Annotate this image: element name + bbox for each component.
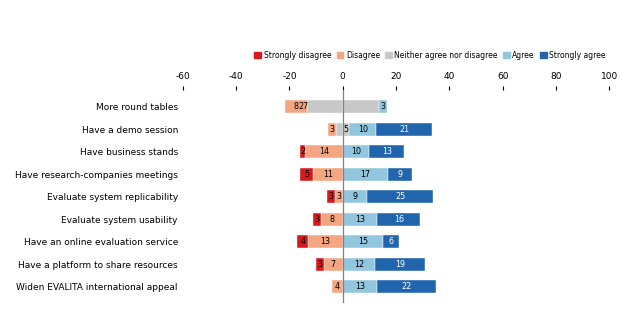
Bar	[342, 190, 367, 203]
Text: 16: 16	[394, 215, 404, 224]
Bar	[305, 145, 342, 158]
Text: 21: 21	[399, 125, 409, 134]
Bar	[328, 123, 336, 136]
Bar	[342, 258, 375, 271]
Bar	[285, 100, 307, 113]
Bar	[342, 145, 370, 158]
Text: 14: 14	[319, 147, 329, 156]
Text: 25: 25	[395, 192, 405, 201]
Text: 2: 2	[300, 147, 305, 156]
Bar	[307, 100, 342, 113]
Bar	[377, 280, 436, 293]
Text: 3: 3	[329, 192, 333, 201]
Bar	[370, 145, 404, 158]
Bar	[342, 235, 383, 248]
Text: 3: 3	[336, 192, 341, 201]
Text: 8: 8	[294, 102, 299, 111]
Text: 13: 13	[355, 282, 365, 291]
Text: 5: 5	[344, 125, 349, 134]
Bar	[342, 280, 377, 293]
Bar	[300, 168, 313, 181]
Bar	[313, 168, 342, 181]
Bar	[342, 123, 349, 136]
Bar	[342, 100, 379, 113]
Bar	[335, 190, 342, 203]
Text: 9: 9	[398, 170, 403, 179]
Bar	[332, 280, 342, 293]
Bar	[383, 235, 399, 248]
Bar	[313, 213, 322, 226]
Bar	[376, 123, 432, 136]
Text: 13: 13	[382, 147, 392, 156]
Text: 4: 4	[335, 282, 340, 291]
Text: 11: 11	[323, 170, 333, 179]
Bar	[349, 123, 376, 136]
Text: 3: 3	[315, 215, 320, 224]
Text: 13: 13	[355, 215, 365, 224]
Text: 15: 15	[358, 237, 368, 246]
Text: 7: 7	[331, 260, 336, 269]
Text: 12: 12	[354, 260, 364, 269]
Bar	[316, 258, 324, 271]
Text: 4: 4	[300, 237, 305, 246]
Bar	[324, 258, 342, 271]
Text: 9: 9	[352, 192, 357, 201]
Text: 17: 17	[360, 170, 370, 179]
Bar	[367, 190, 434, 203]
Text: 8: 8	[330, 215, 335, 224]
Text: 10: 10	[358, 125, 368, 134]
Text: 22: 22	[401, 282, 412, 291]
Bar	[342, 213, 377, 226]
Bar	[300, 145, 305, 158]
Bar	[342, 168, 388, 181]
Bar	[375, 258, 425, 271]
Bar	[298, 235, 308, 248]
Bar	[322, 213, 342, 226]
Text: 13: 13	[320, 237, 330, 246]
Text: 19: 19	[395, 260, 405, 269]
Text: 3: 3	[330, 125, 335, 134]
Text: 10: 10	[351, 147, 361, 156]
Text: 27: 27	[298, 102, 308, 111]
Text: 3: 3	[380, 102, 385, 111]
Text: 3: 3	[318, 260, 323, 269]
Bar	[336, 123, 342, 136]
Legend: Strongly disagree, Disagree, Neither agree nor disagree, Agree, Strongly agree: Strongly disagree, Disagree, Neither agr…	[251, 48, 609, 63]
Text: 6: 6	[388, 237, 393, 246]
Bar	[377, 213, 420, 226]
Bar	[308, 235, 342, 248]
Text: 5: 5	[304, 170, 310, 179]
Bar	[327, 190, 335, 203]
Bar	[388, 168, 412, 181]
Bar	[379, 100, 387, 113]
